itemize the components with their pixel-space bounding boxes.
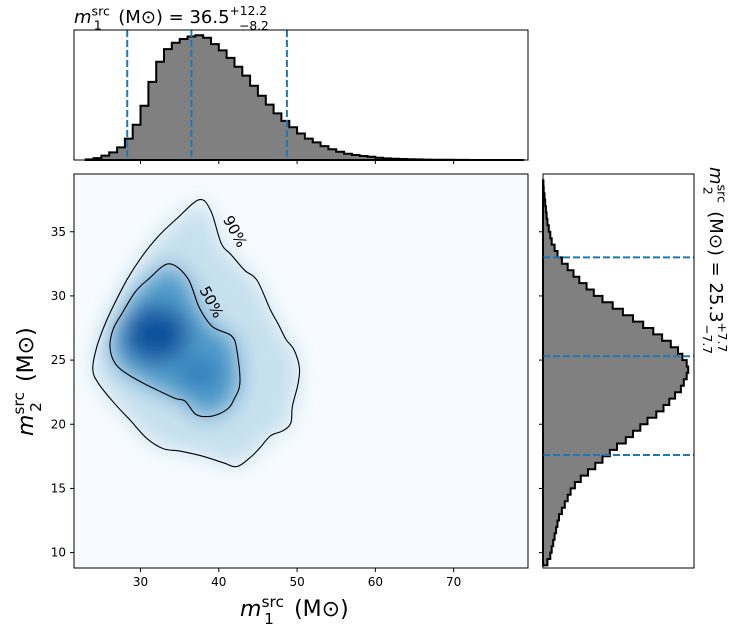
right-frame — [542, 173, 695, 569]
y-tick-label: 25 — [51, 353, 66, 367]
right-title: msrc2 (M⊙) = 25.3+7.7−7.7 — [700, 167, 730, 354]
top-title: msrc 1 (M⊙) = 36.5+12.2 −8.2 — [74, 3, 269, 33]
y-tick-label: 35 — [51, 225, 66, 239]
x-tick-label: 50 — [289, 575, 304, 589]
top-histogram — [84, 34, 525, 161]
right-histogram — [542, 179, 690, 567]
y-tick-label: 30 — [51, 289, 66, 303]
y-axis-label: msrc2 (M⊙) — [10, 327, 45, 436]
contour-90pct — [92, 198, 301, 468]
x-tick-label: 40 — [211, 575, 226, 589]
joint-frame — [73, 173, 529, 569]
density-heatmap — [92, 199, 300, 467]
x-tick-label: 30 — [133, 575, 148, 589]
y-tick-label: 20 — [51, 417, 66, 431]
density-lobe — [179, 358, 220, 387]
contour-50pct — [109, 263, 241, 418]
x-axis-label: msrc 1 (M⊙) — [240, 593, 349, 628]
density-peak — [124, 306, 189, 363]
top-frame — [73, 29, 529, 161]
labels: msrc 1 (M⊙) msrc2 (M⊙) msrc 1 (M⊙) = 36.5+12… — [10, 3, 730, 627]
top-marginal-panel — [73, 29, 529, 164]
x-tick-label: 60 — [368, 575, 383, 589]
y-tick-label: 10 — [51, 546, 66, 560]
y-tick-label: 15 — [51, 481, 66, 495]
x-tick-label: 70 — [446, 575, 461, 589]
right-marginal-panel — [539, 173, 695, 569]
